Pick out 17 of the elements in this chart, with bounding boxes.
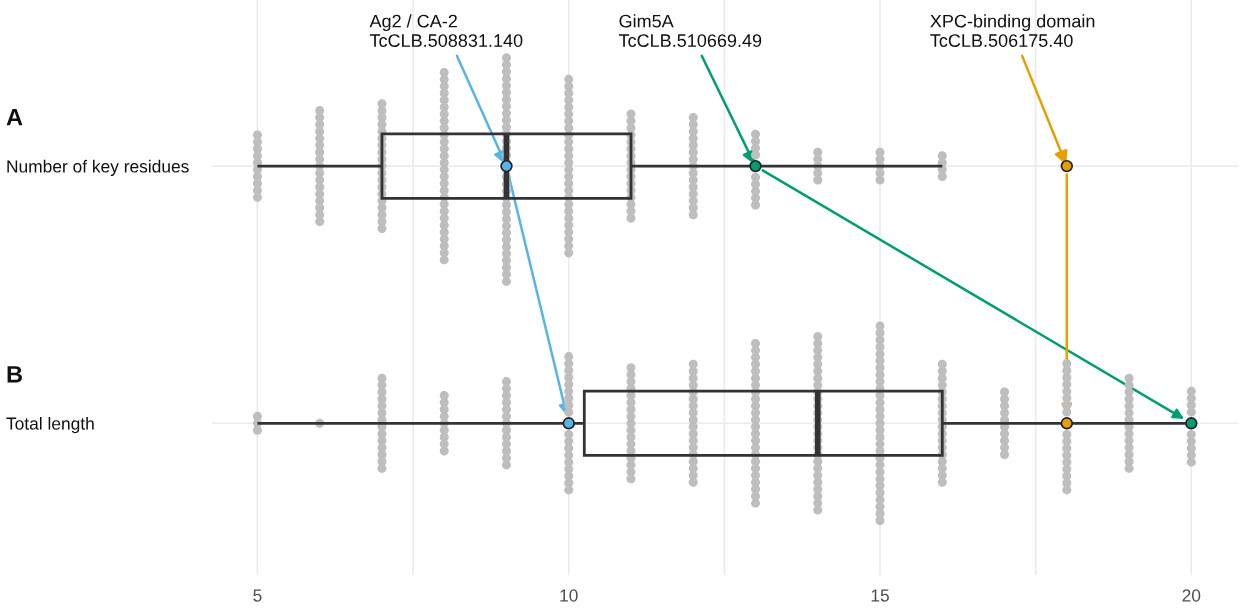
annotation: Ag2 / CA-2 TcCLB.508831.140 [369,14,523,47]
y-tick-label: Number of key residues [7,159,189,177]
point [1060,417,1074,430]
text: A [6,108,23,126]
x-tick-label: 5 [253,589,262,602]
annotation: XPC-binding domain TcCLB.506175.40 [930,14,1095,47]
x-tick-label: 15 [871,589,889,602]
point [562,417,575,430]
x-tick-label: 10 [560,589,578,602]
point [749,159,762,173]
annotation: Gim5A TcCLB.510669.49 [618,14,762,47]
x-tick-label: 20 [1182,589,1201,602]
point [1185,417,1198,430]
y-tick-label: Total length [6,416,94,434]
point [500,159,513,173]
point [1060,159,1074,173]
text: B [7,366,22,383]
